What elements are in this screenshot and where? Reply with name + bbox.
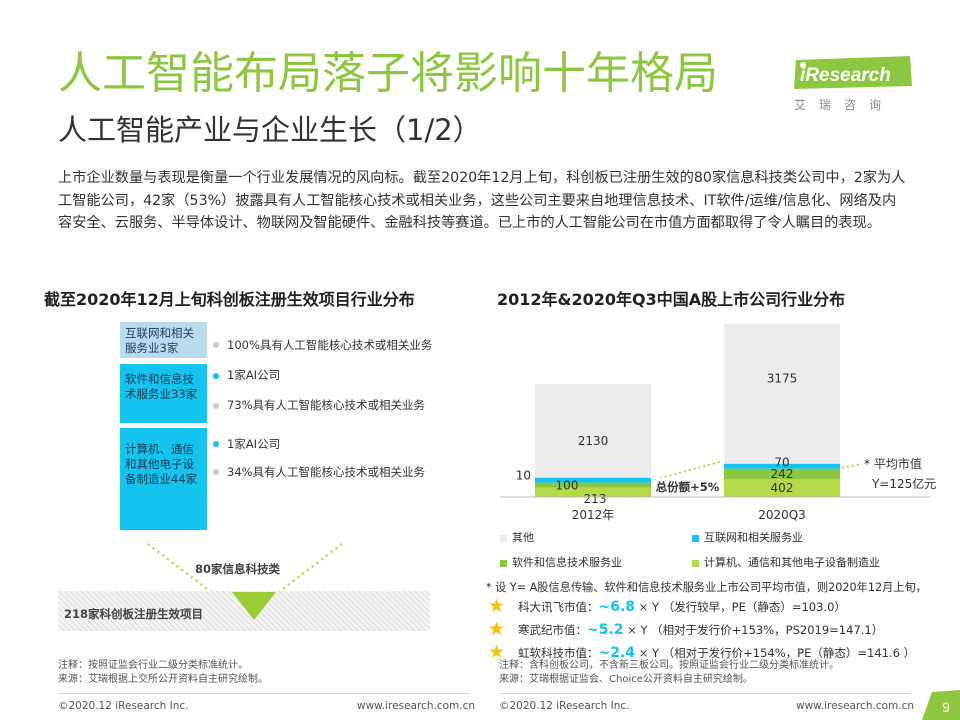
page-number-badge: 9 bbox=[922, 690, 960, 720]
avg-connector bbox=[841, 463, 863, 469]
bar-value-label: 242 bbox=[771, 467, 794, 481]
avg-market-cap-label: * 平均市值 bbox=[864, 456, 922, 471]
legend-swatch bbox=[500, 559, 507, 567]
note-computer-ai-company: 1家AI公司 bbox=[227, 437, 281, 451]
star-line-cambricon: 寒武纪市值：~5.2 × Y （相对于发行价+153%，PS2019=147.1… bbox=[518, 622, 884, 638]
star-icon: ★ bbox=[488, 595, 506, 617]
growth-label-bg bbox=[655, 478, 720, 494]
left-copyright: ©2020.12 iResearch Inc. bbox=[58, 700, 189, 712]
bar-value-label: 70 bbox=[774, 456, 789, 470]
note-dot bbox=[213, 373, 219, 379]
page-number: 9 bbox=[942, 699, 950, 715]
box-computer-manufacturing: 计算机、通信和其他电子设备制造业44家 bbox=[120, 428, 207, 530]
note-dot bbox=[213, 403, 219, 409]
funnel-triangle bbox=[232, 592, 276, 620]
bar-segment bbox=[724, 479, 840, 497]
legend-item-software: 软件和信息技术服务业 bbox=[500, 554, 622, 570]
bar-value-label: 3175 bbox=[767, 372, 798, 386]
note-dot bbox=[213, 342, 219, 348]
right-footnote-note: 注释：含科创板公司，不含新三板公司。按照证监会行业二级分类标准统计。 bbox=[499, 660, 839, 671]
legend-item-other: 其他 bbox=[500, 529, 534, 545]
legend-swatch bbox=[500, 534, 507, 542]
bar-value-label: 100 bbox=[556, 479, 579, 493]
bar-segment bbox=[724, 463, 840, 469]
iresearch-logo: iResearch bbox=[794, 56, 912, 89]
right-website: www.iresearch.com.cn bbox=[796, 700, 915, 712]
left-footnote-note: 注释：按照证监会行业二级分类标准统计。 bbox=[58, 660, 248, 671]
left-footnote-source: 来源：艾瑞根据上交所公开资料自主研究绘制。 bbox=[58, 674, 268, 685]
bar-segment bbox=[535, 487, 651, 497]
page-subtitle: 人工智能产业与企业生长（1/2） bbox=[58, 113, 482, 147]
bar-segment bbox=[535, 477, 651, 483]
legend-swatch bbox=[692, 534, 699, 542]
note-software-ai-share: 73%具有人工智能核心技术或相关业务 bbox=[227, 398, 426, 412]
growth-connector bbox=[654, 460, 721, 481]
intro-paragraph: 上市企业数量与表现是衡量一个行业发展情况的风向标。截至2020年12月上旬，科创… bbox=[58, 170, 906, 231]
legend-item-computer: 计算机、通信和其他电子设备制造业 bbox=[692, 554, 880, 570]
star-icon: ★ bbox=[488, 641, 506, 663]
bar-segment bbox=[724, 324, 840, 464]
left-footer-divider bbox=[58, 693, 470, 694]
logo-text: iResearch bbox=[800, 65, 891, 86]
note-dot bbox=[213, 469, 219, 475]
box-software-services: 软件和信息技术服务业33家 bbox=[120, 364, 207, 423]
bar-segment bbox=[535, 383, 651, 478]
category-label: 2020Q3 bbox=[758, 508, 806, 522]
avg-market-cap-value: Y=125亿元 bbox=[871, 476, 936, 491]
star-line-arcsoft: 虹软科技市值：~2.4 × Y （相对于发行价+154%，PE（静态）=141.… bbox=[518, 645, 916, 661]
market-cap-note: * 设 Y= A股信息传输、软件和信息技术服务业上市公司平均市值，则2020年1… bbox=[486, 581, 927, 594]
legend-swatch bbox=[692, 559, 699, 567]
logo-subtitle: 艾瑞咨询 bbox=[794, 98, 895, 112]
funnel-label: 80家信息科技类 bbox=[195, 562, 281, 576]
right-footnote-source: 来源：艾瑞根据证监会、Choice公开资料自主研究绘制。 bbox=[499, 674, 753, 685]
right-copyright: ©2020.12 iResearch Inc. bbox=[499, 700, 630, 712]
bar-segment bbox=[724, 468, 840, 480]
bar-segment bbox=[535, 482, 651, 488]
page-title: 人工智能布局落子将影响十年格局 bbox=[58, 48, 718, 99]
bar-value-label: 402 bbox=[771, 481, 794, 495]
right-panel-title: 2012年&2020年Q3中国A股上市公司行业分布 bbox=[497, 290, 846, 309]
bar-value-label: 10 bbox=[516, 469, 531, 483]
left-website: www.iresearch.com.cn bbox=[357, 700, 476, 712]
legend-item-internet: 互联网和相关服务业 bbox=[692, 529, 803, 545]
note-dot bbox=[213, 441, 219, 447]
note-software-ai-company: 1家AI公司 bbox=[227, 368, 281, 382]
category-label: 2012年 bbox=[572, 508, 615, 522]
note-computer-ai-share: 34%具有人工智能核心技术或相关业务 bbox=[227, 465, 426, 479]
star-line-iflytek: 科大讯飞市值：~6.8 × Y （发行较早，PE（静态）=103.0） bbox=[518, 599, 846, 615]
left-panel-title: 截至2020年12月上旬科创板注册生效项目行业分布 bbox=[44, 290, 415, 309]
bar-value-label: 2130 bbox=[578, 434, 609, 448]
note-internet-ai: 100%具有人工智能核心技术或相关业务 bbox=[227, 338, 433, 352]
right-footer-divider bbox=[499, 693, 911, 694]
box-internet-services: 互联网和相关服务业3家 bbox=[120, 322, 207, 358]
bar-value-label: 213 bbox=[584, 492, 607, 506]
star-icon: ★ bbox=[488, 618, 506, 640]
growth-label: 总份额+5% bbox=[656, 480, 720, 494]
funnel-base-label: 218家科创板注册生效项目 bbox=[64, 607, 204, 621]
